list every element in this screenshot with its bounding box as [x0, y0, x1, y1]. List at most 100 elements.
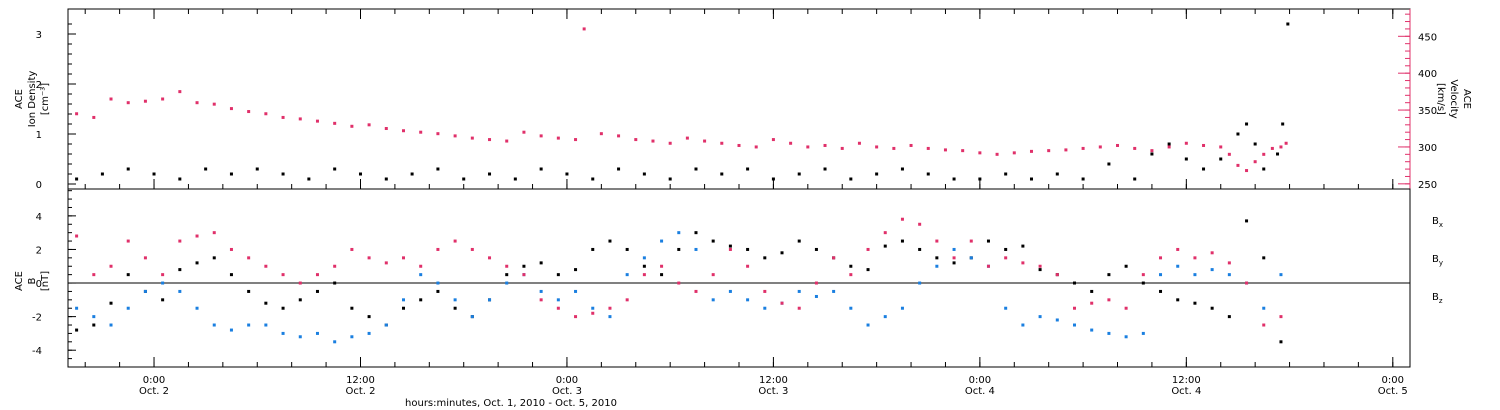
bottom-ylabel-line1: ACE [14, 271, 25, 291]
velocity-point-70 [1245, 169, 1249, 173]
bx-point-35 [677, 247, 681, 251]
bx-point-14 [315, 289, 319, 293]
velocity-point-20 [419, 130, 423, 134]
by-point-35 [677, 231, 681, 235]
bx-point-38 [728, 244, 732, 248]
velocity-point-49 [909, 143, 913, 147]
density-point-26 [746, 167, 750, 171]
bx-point-25 [505, 273, 509, 277]
by-point-29 [574, 289, 578, 293]
legend-by-main: B [1432, 254, 1439, 265]
bz-point-49 [918, 222, 922, 226]
bz-point-69 [1262, 323, 1266, 327]
bz-point-21 [436, 247, 440, 251]
x-tick-date-3: Oct. 3 [758, 386, 788, 397]
by-point-52 [969, 256, 973, 260]
bx-point-68 [1245, 219, 1249, 223]
bz-point-40 [763, 289, 767, 293]
bz-point-30 [591, 311, 595, 315]
by-point-45 [849, 306, 853, 310]
x-tick-date-1: Oct. 2 [345, 386, 375, 397]
velocity-point-43 [806, 145, 810, 149]
bx-point-6 [178, 268, 182, 272]
density-point-20 [591, 177, 595, 181]
velocity-point-32 [617, 134, 621, 138]
density-point-42 [1150, 152, 1154, 156]
density-point-17 [513, 177, 517, 181]
velocity-point-60 [1098, 145, 1102, 149]
by-point-61 [1124, 335, 1128, 339]
velocity-point-26 [522, 130, 526, 134]
by-point-25 [505, 281, 509, 285]
bx-point-16 [350, 306, 354, 310]
by-point-12 [281, 331, 285, 335]
bz-point-64 [1176, 247, 1180, 251]
velocity-point-2 [109, 97, 113, 101]
bz-point-1 [92, 273, 96, 277]
density-point-7 [255, 167, 259, 171]
by-point-32 [625, 273, 629, 277]
velocity-point-12 [281, 115, 285, 119]
velocity-point-47 [875, 145, 879, 149]
velocity-point-10 [247, 110, 251, 114]
top-y2tick-label-1: 300 [1418, 143, 1437, 154]
bz-point-57 [1055, 273, 1059, 277]
bx-point-15 [333, 281, 337, 285]
density-point-18 [539, 167, 543, 171]
bx-point-47 [883, 244, 887, 248]
top-ylabel-right-line2: Velocity [1448, 79, 1459, 118]
velocity-point-29 [574, 138, 578, 142]
density-series [75, 22, 1290, 181]
density-point-28 [797, 172, 801, 176]
bx-point-49 [918, 247, 922, 251]
bx-point-61 [1124, 264, 1128, 268]
bx-point-41 [780, 251, 784, 255]
by-point-18 [384, 323, 388, 327]
velocity-point-7 [195, 101, 199, 105]
bz-point-22 [453, 239, 457, 243]
velocity-point-62 [1133, 146, 1137, 150]
density-point-21 [617, 167, 621, 171]
by-point-14 [315, 331, 319, 335]
by-point-44 [832, 289, 836, 293]
bz-point-61 [1124, 306, 1128, 310]
bz-point-45 [849, 273, 853, 277]
by-point-42 [797, 289, 801, 293]
bz-point-62 [1141, 273, 1145, 277]
density-point-52 [1281, 122, 1285, 126]
density-point-51 [1276, 152, 1280, 156]
velocity-point-74 [1279, 145, 1283, 149]
density-point-46 [1219, 157, 1223, 161]
density-point-10 [333, 167, 337, 171]
x-tick-date-2: Oct. 3 [552, 386, 582, 397]
velocity-series [75, 27, 1288, 173]
density-point-14 [436, 167, 440, 171]
bx-point-67 [1227, 315, 1231, 319]
by-point-59 [1090, 328, 1094, 332]
legend-bx-main: B [1432, 216, 1439, 227]
by-point-9 [229, 328, 233, 332]
velocity-point-23 [470, 136, 474, 140]
bx-point-5 [161, 298, 165, 302]
bz-point-27 [539, 298, 543, 302]
velocity-point-36 [685, 136, 689, 140]
density-point-12 [384, 177, 388, 181]
by-point-65 [1193, 273, 1197, 277]
density-point-19 [565, 172, 569, 176]
velocity-point-31 [599, 132, 603, 136]
top-ytick-label-1: 1 [36, 130, 42, 141]
bz-point-29 [574, 315, 578, 319]
by-point-50 [935, 264, 939, 268]
density-point-48 [1245, 122, 1249, 126]
by-point-55 [1021, 323, 1025, 327]
bz-point-36 [694, 289, 698, 293]
velocity-point-16 [350, 124, 354, 128]
by-point-31 [608, 315, 612, 319]
top-ytick-label-3: 3 [36, 30, 42, 41]
bx-point-32 [625, 247, 629, 251]
bottom-ytick-label-0: -4 [32, 346, 42, 357]
velocity-point-58 [1064, 148, 1068, 152]
velocity-point-44 [823, 143, 827, 147]
by-point-23 [470, 315, 474, 319]
bx-point-2 [109, 301, 113, 305]
